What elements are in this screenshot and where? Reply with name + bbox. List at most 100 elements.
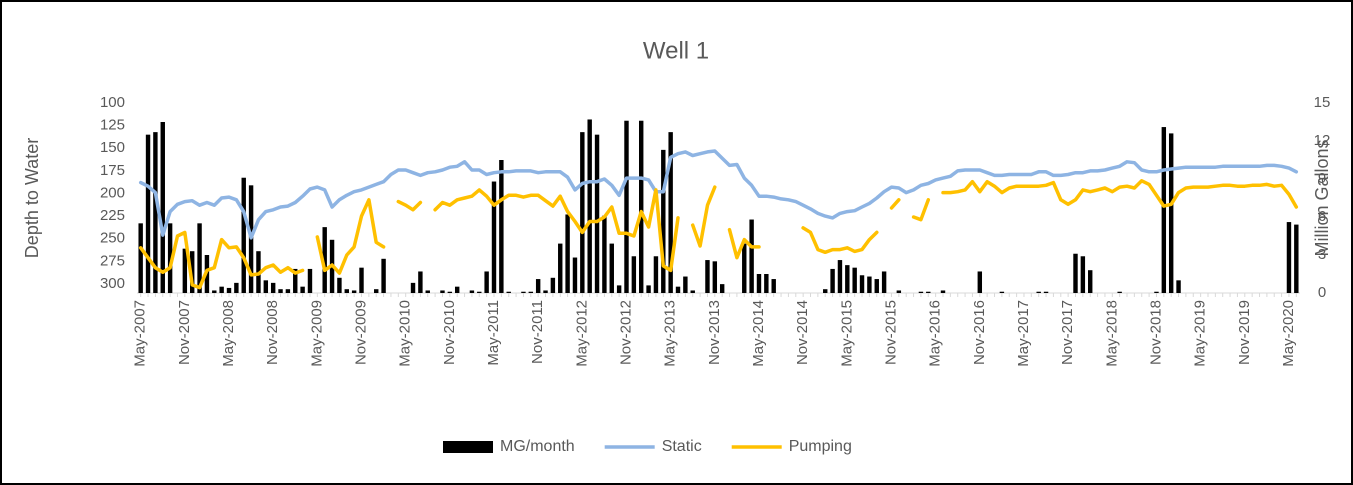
y-tick-label: 125 bbox=[100, 117, 125, 134]
line bbox=[138, 149, 1299, 240]
bar bbox=[285, 289, 291, 293]
bar bbox=[521, 291, 526, 293]
y-tick-label: 100 bbox=[100, 94, 125, 111]
bar bbox=[1080, 256, 1086, 293]
line bbox=[138, 179, 1299, 290]
y-tick-label: 225 bbox=[100, 207, 125, 224]
bar bbox=[896, 290, 902, 293]
bar bbox=[491, 181, 497, 293]
x-tick-label: Nov-2014 bbox=[794, 300, 811, 365]
bar bbox=[1117, 291, 1122, 293]
legend-label: MG/month bbox=[500, 438, 575, 455]
bar bbox=[668, 132, 673, 293]
x-tick-label: May-2012 bbox=[573, 300, 590, 367]
y2-tick-label: 12 bbox=[1314, 132, 1331, 149]
bar bbox=[616, 285, 622, 293]
x-tick-label: Nov-2016 bbox=[971, 300, 988, 365]
bar bbox=[1088, 270, 1093, 293]
x-tick-label: Nov-2018 bbox=[1147, 300, 1164, 365]
x-tick-label: May-2013 bbox=[662, 300, 679, 367]
bar bbox=[859, 275, 865, 293]
bar bbox=[167, 223, 173, 293]
bar bbox=[263, 280, 269, 293]
x-tick-label: May-2008 bbox=[220, 300, 237, 367]
x-tick-label: Nov-2011 bbox=[529, 300, 546, 364]
bar bbox=[558, 243, 563, 293]
bar bbox=[418, 271, 423, 293]
bar bbox=[756, 274, 762, 293]
bar bbox=[381, 258, 386, 293]
x-tick-label: Nov-2009 bbox=[352, 300, 369, 365]
bar bbox=[189, 251, 195, 293]
y-tick-label: 300 bbox=[100, 275, 125, 292]
y2-tick-label: 6 bbox=[1318, 208, 1326, 225]
bar bbox=[425, 290, 430, 293]
bar bbox=[1043, 291, 1049, 293]
bar bbox=[683, 276, 688, 293]
legend-label: Static bbox=[662, 438, 702, 455]
bar bbox=[1161, 127, 1167, 293]
bar bbox=[182, 248, 188, 293]
y2-tick-label: 9 bbox=[1318, 170, 1326, 187]
bar bbox=[845, 265, 850, 293]
bar bbox=[609, 243, 614, 293]
bar bbox=[1286, 222, 1292, 293]
x-tick-label: Nov-2012 bbox=[617, 300, 634, 365]
x-tick-label: May-2014 bbox=[750, 300, 767, 367]
bar bbox=[359, 267, 364, 293]
bar bbox=[550, 277, 556, 293]
y2-tick-label: 0 bbox=[1318, 284, 1326, 301]
bar bbox=[300, 286, 305, 293]
bar bbox=[624, 120, 629, 293]
bar bbox=[771, 279, 776, 293]
bar bbox=[344, 289, 349, 293]
bar bbox=[918, 291, 924, 293]
bar bbox=[565, 214, 570, 293]
bar bbox=[212, 290, 217, 293]
bar bbox=[712, 261, 718, 293]
y-axis-title: Depth to Water bbox=[22, 138, 42, 258]
bar bbox=[690, 290, 695, 293]
bar bbox=[705, 260, 710, 293]
y-tick-label: 150 bbox=[100, 139, 125, 156]
x-tick-label: May-2018 bbox=[1103, 300, 1120, 367]
bar bbox=[374, 289, 379, 293]
legend-swatch bbox=[443, 441, 493, 453]
bar bbox=[1154, 291, 1159, 293]
bar bbox=[219, 286, 224, 293]
bar bbox=[153, 132, 158, 293]
bar bbox=[631, 256, 637, 293]
bar bbox=[543, 290, 548, 293]
bar bbox=[528, 291, 534, 293]
x-tick-label: Nov-2015 bbox=[882, 300, 899, 365]
bar bbox=[1168, 133, 1174, 293]
bar bbox=[1294, 224, 1299, 293]
x-tick-label: May-2011 bbox=[485, 300, 502, 366]
bar bbox=[1176, 280, 1181, 293]
x-tick-label: May-2019 bbox=[1192, 300, 1209, 367]
bar bbox=[293, 268, 298, 293]
bar bbox=[484, 271, 489, 293]
bar bbox=[160, 122, 165, 293]
bar bbox=[823, 289, 828, 293]
chart-title: Well 1 bbox=[643, 37, 709, 64]
bar bbox=[764, 274, 769, 293]
y-tick-label: 250 bbox=[100, 230, 125, 247]
bar bbox=[646, 285, 651, 293]
x-tick-label: Nov-2007 bbox=[176, 300, 193, 365]
bar bbox=[226, 287, 232, 293]
bar bbox=[499, 160, 504, 293]
bar bbox=[874, 279, 879, 293]
x-tick-label: May-2015 bbox=[838, 300, 855, 367]
bar bbox=[881, 271, 887, 293]
bar bbox=[337, 277, 342, 293]
bar bbox=[661, 149, 666, 293]
y-tick-label: 200 bbox=[100, 184, 125, 201]
bar bbox=[307, 268, 313, 293]
bar bbox=[719, 284, 725, 293]
bar bbox=[234, 282, 239, 293]
x-tick-label: May-2016 bbox=[927, 300, 944, 367]
x-tick-label: Nov-2008 bbox=[264, 300, 281, 365]
